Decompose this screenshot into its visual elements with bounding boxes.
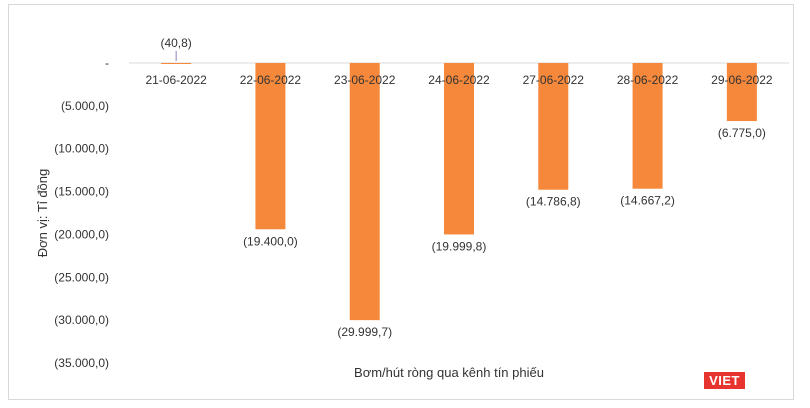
x-tick-label: 21-06-2022 xyxy=(145,73,207,87)
data-label: (6.775,0) xyxy=(718,126,766,140)
y-tick-label: (35.000,0) xyxy=(54,356,109,370)
y-tick-label: - xyxy=(105,56,109,70)
data-label: (14.786,8) xyxy=(526,195,581,209)
data-label: (40,8) xyxy=(160,36,191,50)
bar xyxy=(444,63,474,235)
x-tick-label: 23-06-2022 xyxy=(334,73,396,87)
data-label: (14.667,2) xyxy=(620,194,675,208)
bar xyxy=(726,63,757,122)
data-label: (19.400,0) xyxy=(243,234,298,248)
bar xyxy=(632,63,663,189)
y-tick-label: (15.000,0) xyxy=(54,185,109,199)
bar xyxy=(349,63,380,321)
bar-chart: - (5.000,0) (10.000,0) (15.000,0) (20.000,0)… xyxy=(35,36,789,380)
data-labels-group: (40,8) (19.400,0) (29.999,7) (19.999,8) (14.… xyxy=(160,36,765,339)
y-tick-label: (10.000,0) xyxy=(54,142,109,156)
data-label: (29.999,7) xyxy=(337,325,392,339)
bar xyxy=(161,63,192,64)
y-axis-ticks: - (5.000,0) (10.000,0) (15.000,0) (20.000,0)… xyxy=(54,56,109,370)
x-axis-ticks: 21-06-2022 22-06-2022 23-06-2022 24-06-2022… xyxy=(145,73,772,87)
chart-frame: - (5.000,0) (10.000,0) (15.000,0) (20.000,0)… xyxy=(8,4,794,400)
bar xyxy=(538,63,569,190)
y-tick-label: (20.000,0) xyxy=(54,227,109,241)
y-tick-label: (25.000,0) xyxy=(54,270,109,284)
x-tick-label: 22-06-2022 xyxy=(240,73,302,87)
data-label: (19.999,8) xyxy=(432,239,487,253)
x-axis-label: Bơm/hút ròng qua kênh tín phiếu xyxy=(354,365,544,380)
x-tick-label: 29-06-2022 xyxy=(711,73,773,87)
bars-group xyxy=(161,63,757,321)
x-tick-label: 27-06-2022 xyxy=(523,73,585,87)
y-tick-label: (5.000,0) xyxy=(61,99,109,113)
y-tick-label: (30.000,0) xyxy=(54,313,109,327)
x-tick-label: 28-06-2022 xyxy=(617,73,679,87)
x-tick-label: 24-06-2022 xyxy=(428,73,490,87)
viet-logo: VIET xyxy=(704,372,745,389)
y-axis-label: Đơn vị: Tỉ đồng xyxy=(35,169,50,258)
bar xyxy=(255,63,286,230)
